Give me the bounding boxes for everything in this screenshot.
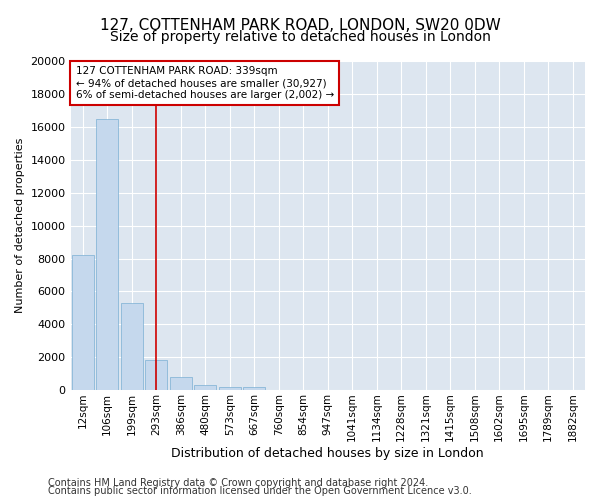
Bar <box>145 360 167 390</box>
Text: 127, COTTENHAM PARK ROAD, LONDON, SW20 0DW: 127, COTTENHAM PARK ROAD, LONDON, SW20 0… <box>100 18 500 32</box>
X-axis label: Distribution of detached houses by size in London: Distribution of detached houses by size … <box>172 447 484 460</box>
Text: 127 COTTENHAM PARK ROAD: 339sqm
← 94% of detached houses are smaller (30,927)
6%: 127 COTTENHAM PARK ROAD: 339sqm ← 94% of… <box>76 66 334 100</box>
Bar <box>170 377 192 390</box>
Text: Contains public sector information licensed under the Open Government Licence v3: Contains public sector information licen… <box>48 486 472 496</box>
Text: Contains HM Land Registry data © Crown copyright and database right 2024.: Contains HM Land Registry data © Crown c… <box>48 478 428 488</box>
Text: Size of property relative to detached houses in London: Size of property relative to detached ho… <box>110 30 490 44</box>
Bar <box>194 385 217 390</box>
Bar <box>121 303 143 390</box>
Bar <box>219 386 241 390</box>
Y-axis label: Number of detached properties: Number of detached properties <box>15 138 25 314</box>
Bar <box>72 256 94 390</box>
Bar <box>243 386 265 390</box>
Bar <box>96 119 118 390</box>
